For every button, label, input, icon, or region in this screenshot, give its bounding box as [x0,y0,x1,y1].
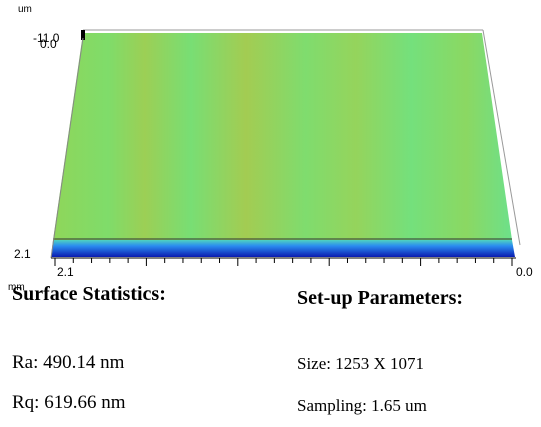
z-axis [50,37,84,259]
z-unit: um [18,4,32,15]
stat: Ra: 490.14 nm [12,352,125,373]
box-edge [482,29,521,246]
x-label: 0.0 [516,265,533,279]
x-label: 2.1 [57,265,74,279]
surface-edge [51,240,515,257]
z-label: 0.0 [40,37,57,51]
heading: Surface Statistics: [12,283,166,305]
surface [53,33,512,240]
stat: Rq: 619.66 nm [12,392,126,413]
param: Sampling: 1.65 um [297,396,427,415]
z-label: -11.0 [33,31,60,45]
param: Size: 1253 X 1071 [297,354,425,373]
heading: Set-up Parameters: [297,287,464,309]
x-unit: mm [8,282,25,290]
surface-plot: um -11.0 0.0 2.1 2.1 0.0 mm [8,4,533,290]
ticks [54,258,513,266]
y-label: 2.1 [14,247,31,261]
